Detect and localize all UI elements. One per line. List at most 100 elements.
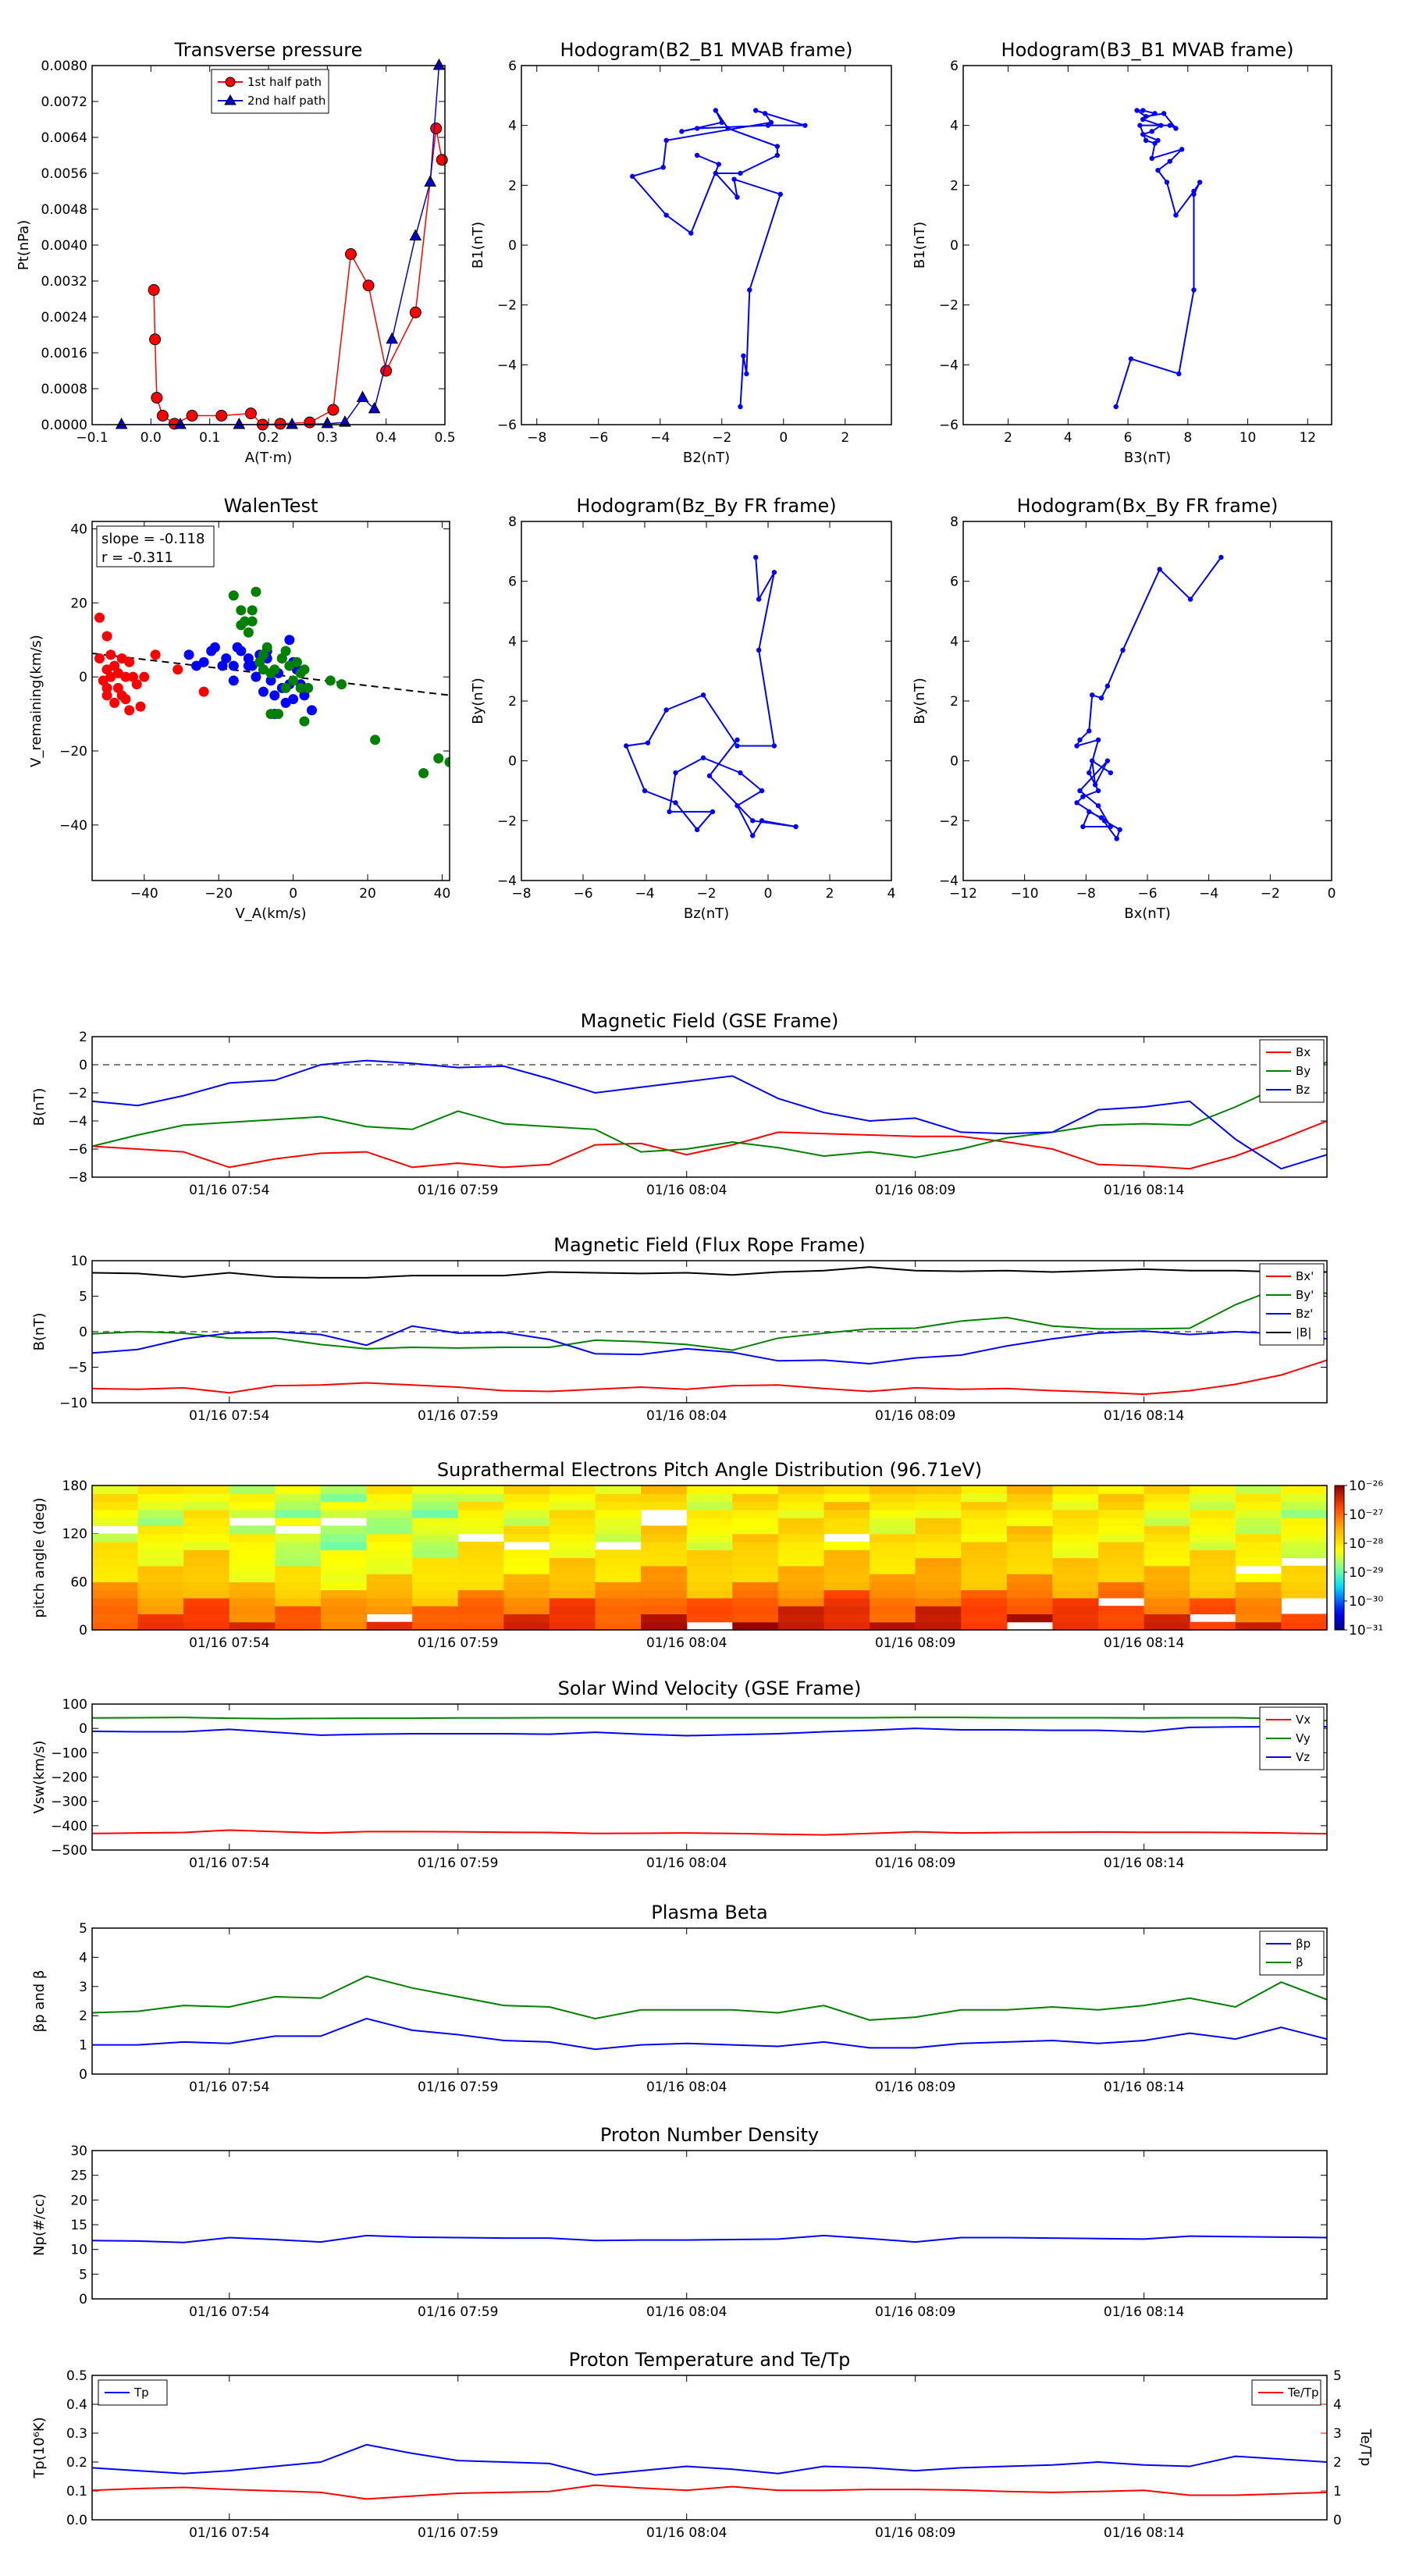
pad-cell — [1098, 1589, 1145, 1599]
walen-point — [284, 635, 295, 646]
pad-cell — [961, 1574, 1008, 1582]
pad-cell — [183, 1614, 230, 1623]
pad-cell — [503, 1485, 550, 1494]
pad-cell — [732, 1614, 779, 1623]
tp-xtick-label: 01/16 07:59 — [418, 2525, 498, 2541]
h31-point — [1140, 131, 1146, 137]
h21-point — [713, 108, 719, 113]
pad-cell — [915, 1485, 962, 1494]
pad-cell — [549, 1614, 596, 1623]
h21-point — [735, 194, 740, 200]
h21-title: Hodogram(B2_B1 MVAB frame) — [560, 39, 853, 61]
pt-point — [115, 417, 128, 429]
colorbar-label: 10⁻²⁸ — [1349, 1536, 1383, 1552]
pad-cell — [137, 1597, 184, 1606]
bgse-title: Magnetic Field (GSE Frame) — [581, 1010, 839, 1032]
hzy-point — [738, 770, 743, 776]
pad-cell — [275, 1493, 322, 1503]
tp-ylabel-right: Te/Tp — [1357, 2428, 1374, 2467]
pad-cell — [1052, 1582, 1099, 1591]
bfr-xtick-label: 01/16 08:09 — [875, 1408, 955, 1424]
pad-cell — [275, 1541, 322, 1550]
walen-point — [124, 705, 135, 716]
pad-cell — [137, 1517, 184, 1526]
hxy-point — [1092, 782, 1098, 788]
hxy-point — [1087, 770, 1092, 776]
pad-cell — [275, 1485, 322, 1494]
pad-cell — [641, 1606, 688, 1615]
pad-cell — [686, 1574, 733, 1582]
pad-cell — [1006, 1533, 1054, 1542]
pad-cell — [686, 1606, 733, 1615]
pad-cell — [229, 1493, 276, 1503]
pad-cell — [732, 1621, 779, 1631]
walen-point — [251, 586, 261, 597]
bfr-ylabel: B(nT) — [31, 1313, 48, 1351]
pad-cell — [870, 1509, 916, 1518]
vsw-ytick-label: −500 — [51, 1843, 87, 1859]
pad-cell — [229, 1589, 276, 1599]
pad-cell — [732, 1517, 779, 1526]
hxy-ytick-label: −2 — [939, 813, 959, 829]
pad-cell — [457, 1614, 504, 1623]
hxy-point — [1090, 692, 1095, 698]
pad-cell — [1235, 1589, 1282, 1599]
pad-cell — [412, 1541, 459, 1550]
bfr-ytick-label: 0 — [79, 1325, 87, 1340]
pad-cell — [229, 1533, 276, 1542]
walen-point — [291, 656, 302, 667]
walen-point — [198, 656, 209, 667]
pad-cell — [1281, 1517, 1328, 1526]
pad-cell — [1281, 1501, 1328, 1510]
h31-point — [1164, 180, 1170, 185]
pad-cell — [366, 1509, 413, 1518]
hxy-point — [1120, 647, 1126, 653]
h31-point — [1167, 123, 1172, 128]
pad-cell — [549, 1509, 596, 1518]
hxy-xtick-label: −6 — [1137, 886, 1157, 902]
pad-cell — [1052, 1509, 1099, 1518]
pad-cell — [915, 1493, 962, 1503]
pad-title: Suprathermal Electrons Pitch Angle Distr… — [437, 1459, 982, 1481]
pad-cell — [457, 1606, 504, 1615]
pad-cell — [686, 1509, 733, 1518]
pad-cell — [229, 1574, 276, 1582]
pad-cell — [1235, 1550, 1282, 1559]
pt-title: Transverse pressure — [174, 39, 363, 61]
h21-ytick-label: −4 — [497, 358, 517, 373]
pt-point — [148, 284, 160, 296]
pad-cell — [1235, 1582, 1282, 1591]
pad-cell — [1052, 1574, 1099, 1582]
beta-ytick-label: 0 — [79, 2067, 87, 2083]
pad-cell — [732, 1525, 779, 1535]
pad-cell — [1190, 1501, 1236, 1510]
pad-cell — [275, 1509, 322, 1518]
pt-legend-marker — [225, 76, 236, 87]
pad-cell — [412, 1582, 459, 1591]
pad-cell — [870, 1533, 916, 1542]
np-ytick-label: 5 — [79, 2267, 87, 2282]
pt-point — [186, 410, 198, 422]
pad-cell — [92, 1541, 139, 1550]
h21-point — [753, 108, 759, 113]
pad-cell — [961, 1517, 1008, 1526]
pad-cell — [595, 1606, 642, 1615]
pad-cell — [777, 1493, 825, 1503]
pad-cell — [183, 1525, 230, 1535]
pad-cell — [1144, 1589, 1190, 1599]
h21-xlabel: B2(nT) — [683, 450, 730, 466]
bgse-legend-label: By — [1296, 1064, 1311, 1078]
h21-point — [716, 162, 721, 167]
walen-chart: WalenTest −40 −20 0 20 40 −40 −20 0 20 40 V_A(km/s)… — [28, 495, 450, 922]
hzy-point — [750, 818, 756, 824]
pad-cell — [823, 1621, 870, 1631]
pad-cell — [137, 1501, 184, 1510]
pad-cell — [777, 1525, 825, 1535]
bfr-ytick-label: 5 — [79, 1290, 87, 1305]
tp-ytick-label: 0.4 — [66, 2397, 87, 2413]
vsw-ytick-label: −400 — [51, 1819, 87, 1834]
pt-ytick-label: 0.0016 — [41, 346, 87, 361]
pad-cell — [549, 1589, 596, 1599]
pad-cell — [1235, 1557, 1282, 1567]
pad-cell — [1281, 1493, 1328, 1503]
